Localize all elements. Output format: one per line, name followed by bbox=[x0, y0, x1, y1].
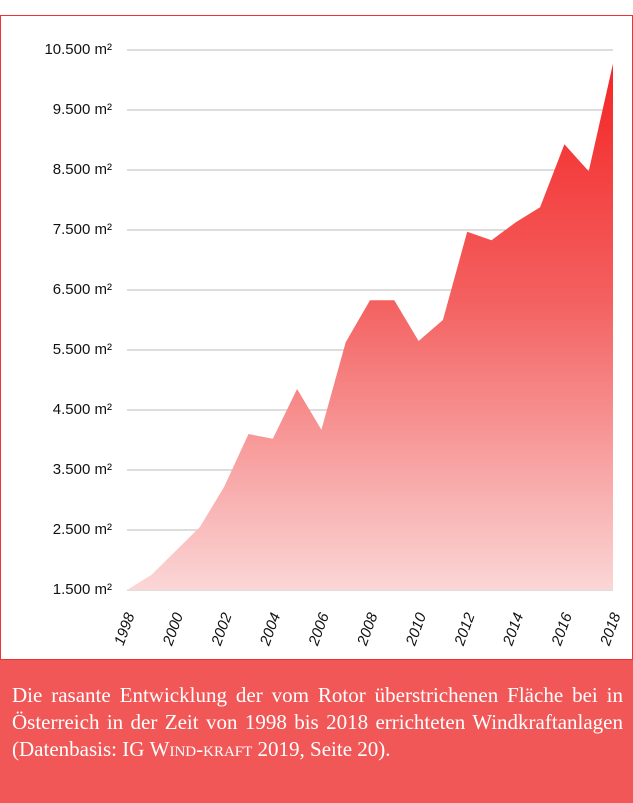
y-tick-label: 4.500 m² bbox=[53, 401, 112, 418]
x-tick-label: 2008 bbox=[354, 610, 382, 649]
y-tick-label: 7.500 m² bbox=[53, 221, 112, 238]
x-tick-label: 2016 bbox=[548, 610, 576, 649]
x-tick-label: 2004 bbox=[257, 611, 285, 649]
y-tick-label: 10.500 m² bbox=[44, 41, 112, 58]
x-tick-label: 1998 bbox=[111, 610, 139, 648]
caption-text: Wind-kraft bbox=[149, 737, 253, 761]
y-tick-label: 8.500 m² bbox=[53, 161, 112, 178]
x-tick-label: 2012 bbox=[451, 610, 479, 649]
y-tick-label: 1.500 m² bbox=[53, 581, 112, 598]
x-tick-label: 2018 bbox=[597, 610, 625, 649]
chart: 1.500 m² 2.500 m² 3.500 m² 4.500 m² 5.500 m²… bbox=[0, 15, 633, 660]
caption-text: Die rasante Entwicklung der vom Rotor üb… bbox=[12, 683, 623, 761]
x-tick-label: 2010 bbox=[402, 610, 430, 649]
y-tick-label: 3.500 m² bbox=[53, 461, 112, 478]
caption-text: 2019, Seite 20). bbox=[252, 737, 391, 761]
x-tick-label: 2014 bbox=[500, 611, 528, 649]
caption: Die rasante Entwicklung der vom Rotor üb… bbox=[0, 660, 633, 803]
y-tick-label: 9.500 m² bbox=[53, 101, 112, 118]
y-tick-label: 5.500 m² bbox=[53, 341, 112, 358]
y-tick-label: 2.500 m² bbox=[53, 521, 112, 538]
area bbox=[127, 63, 613, 591]
x-tick-label: 2006 bbox=[305, 610, 333, 649]
x-tick-label: 2000 bbox=[159, 610, 187, 649]
x-tick-label: 2002 bbox=[208, 610, 236, 649]
y-tick-label: 6.500 m² bbox=[53, 281, 112, 298]
